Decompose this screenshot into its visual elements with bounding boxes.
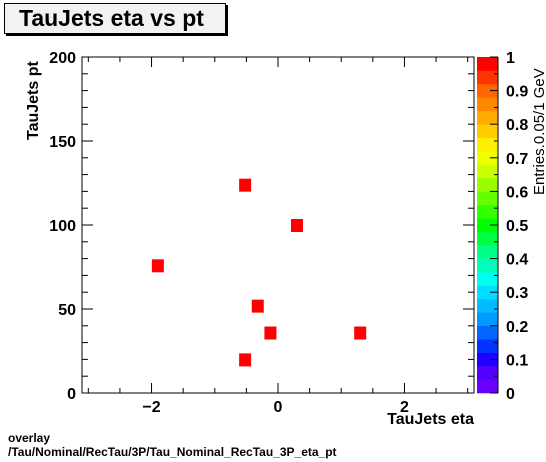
palette-swatch [477,204,498,219]
palette-swatch [477,366,498,380]
y-tick-label: 200 [49,50,76,67]
axis-tick-labels: −2 0 2 0 50 100 150 200 [49,50,409,416]
palette-swatch [477,325,498,340]
chart-title: TauJets eta vs pt [4,3,226,34]
data-point [264,326,277,340]
palette-swatch [477,177,498,192]
palette-tick-label: 1 [506,50,515,67]
palette-swatch [477,379,498,394]
axis-ticks [82,56,474,394]
palette-swatch [477,339,498,353]
data-point [251,299,264,313]
palette-swatch [477,258,498,273]
palette-swatch [477,245,498,259]
palette-tick-label: 0.1 [506,352,528,369]
plot-frame [81,56,475,394]
palette-swatch [477,124,498,138]
x-tick-label: 2 [400,399,409,416]
palette-tick-label: 0 [506,386,515,403]
palette-swatch [477,70,498,85]
data-points [151,178,367,367]
y-tick-label: 150 [49,134,76,151]
palette-swatch [477,312,498,327]
palette-tick-label: 0.4 [506,252,528,269]
color-palette-axis: 0 0.1 0.2 0.3 0.4 0.5 0.6 0.7 0.8 0.9 1 [477,50,528,403]
y-tick-label: 0 [67,386,76,403]
palette-tick-label: 0.8 [506,117,528,134]
palette-swatch [477,285,498,300]
palette-tick-label: 0.9 [506,84,528,101]
data-point [151,259,164,273]
x-tick-label: −2 [142,399,160,416]
data-point [290,219,303,232]
palette-swatch [477,97,498,112]
data-point [354,326,367,340]
data-point [239,178,252,192]
palette-swatch [477,352,498,367]
palette-swatch [477,57,498,71]
palette-tick-label: 0.6 [506,184,528,201]
palette-swatch [477,110,498,125]
palette-tick-label: 0.3 [506,285,528,302]
x-tick-label: 0 [274,399,283,416]
palette-tick-label: 0.5 [506,218,528,235]
palette-swatch [477,218,498,233]
palette-swatch [477,231,498,246]
palette-tick-label: 0.7 [506,151,528,168]
y-axis-label: TauJets pt [25,61,42,141]
y-tick-label: 100 [49,218,76,235]
data-point [239,353,252,367]
x-axis-label: TauJets eta [387,411,474,428]
palette-swatch [477,137,498,152]
palette-tick-label: 0.2 [506,319,528,336]
palette-swatch [477,164,498,179]
palette-swatch [477,151,498,165]
palette-swatch [477,83,498,98]
palette-swatch [477,298,498,313]
footer-overlay-label: overlay [8,431,51,445]
palette-swatch [477,191,498,206]
palette-swatch [477,272,498,286]
y-tick-label: 50 [58,302,76,319]
z-axis-label: Entries.0.05/1 GeV [531,68,546,195]
footer-histogram-path: /Tau/Nominal/RecTau/3P/Tau_Nominal_RecTa… [8,445,337,459]
